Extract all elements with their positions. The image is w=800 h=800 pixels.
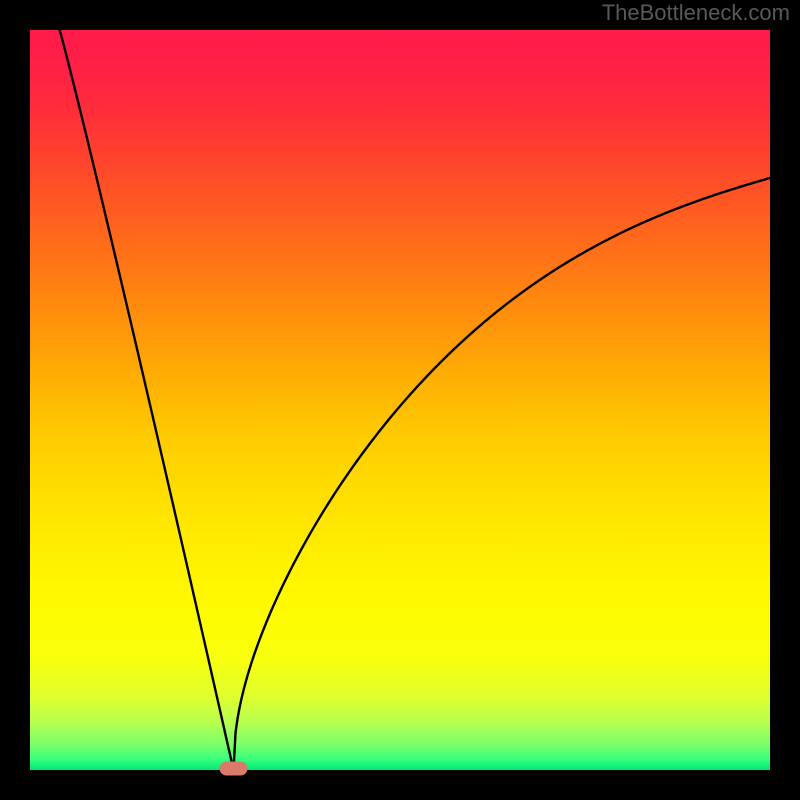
attribution-text: TheBottleneck.com — [602, 0, 790, 26]
plot-background-gradient — [30, 30, 770, 770]
chart-svg — [0, 0, 800, 800]
bottleneck-chart — [0, 0, 800, 800]
optimal-point-marker — [220, 762, 248, 776]
